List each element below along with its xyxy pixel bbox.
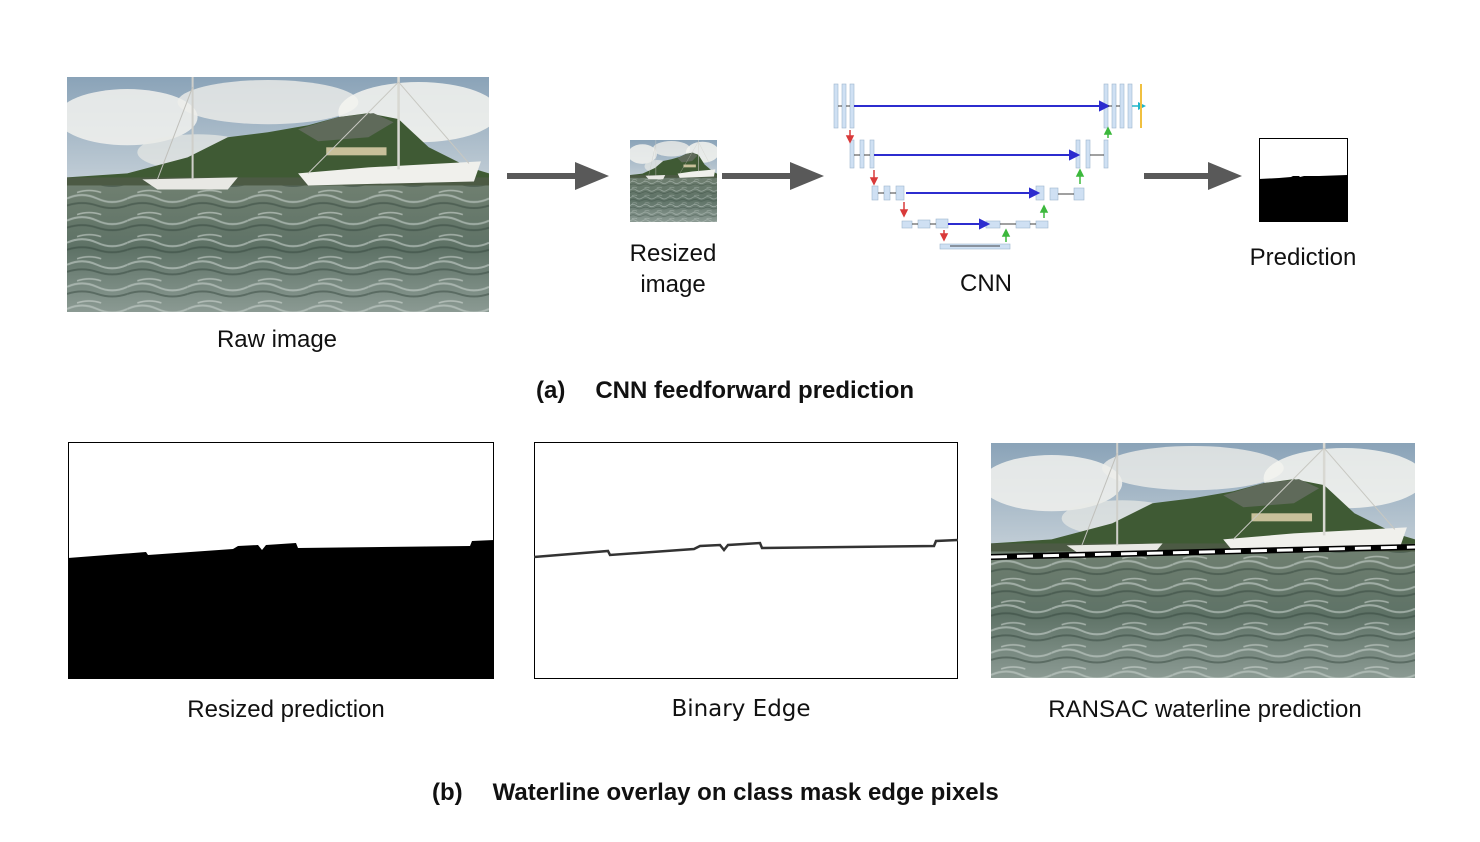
- caption-a-text: CNN feedforward prediction: [595, 377, 915, 404]
- resized-label-line2: image: [640, 271, 706, 298]
- resized-prediction-mask: [68, 442, 494, 679]
- output-head: [1132, 84, 1146, 128]
- prediction-mask: [1259, 138, 1348, 222]
- raw-image: [67, 77, 489, 312]
- resized-label-line1: Resized: [629, 240, 717, 267]
- caption-b: (b) Waterline overlay on class mask edge …: [432, 779, 999, 807]
- cnn-diagram: [820, 78, 1150, 258]
- caption-b-tag: (b): [432, 779, 463, 806]
- arrow-raw-to-resized: [507, 160, 611, 192]
- cnn-label: CNN: [960, 270, 1012, 297]
- resized-image-label: Resized image: [603, 238, 743, 300]
- resized-prediction-label: Resized prediction: [187, 696, 385, 723]
- caption-b-text: Waterline overlay on class mask edge pix…: [492, 779, 999, 806]
- arrow-cnn-to-prediction: [1144, 160, 1244, 192]
- skip-connections: [854, 100, 1111, 230]
- ransac-overlay-image: [991, 443, 1415, 678]
- binary-edge-panel: [534, 442, 958, 679]
- ransac-label: RANSAC waterline prediction: [1048, 696, 1362, 723]
- prediction-label: Prediction: [1249, 244, 1357, 271]
- arrow-resized-to-cnn: [722, 160, 826, 192]
- caption-a-tag: (a): [536, 377, 566, 404]
- upsample-arrows: [1001, 126, 1113, 242]
- caption-a: (a) CNN feedforward prediction: [536, 377, 914, 405]
- raw-image-label: Raw image: [216, 326, 338, 353]
- conv-arrows: [838, 105, 1120, 247]
- downsample-arrows: [845, 130, 949, 242]
- binary-edge-label: Binary Edge: [671, 696, 811, 722]
- resized-image: [630, 140, 717, 222]
